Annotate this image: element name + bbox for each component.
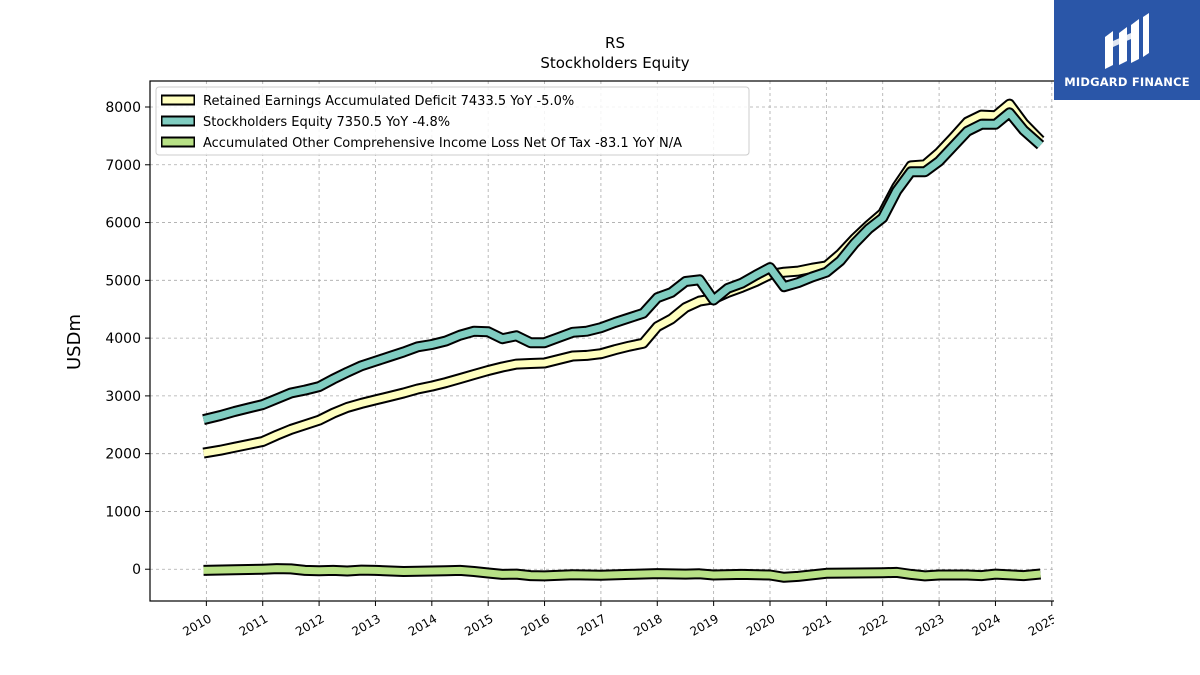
y-tick-label: 5000 [105,273,141,289]
x-tick-label: 2024 [970,611,1003,638]
x-tick-label: 2023 [913,611,946,638]
series-line-0 [202,100,1044,457]
series-line-1 [202,109,1043,424]
x-tick-label: 2022 [857,611,890,638]
plot-frame [149,80,1054,602]
x-axis-ticks: 2010 2011 2012 2013 2014 2015 2016 2017 2018 2019… [180,601,1054,639]
y-tick-label: 1000 [105,504,141,520]
x-tick-label: 2025 [1026,611,1054,638]
series-outline-0 [202,98,1045,459]
x-tick-label: 2014 [406,611,439,638]
x-tick-label: 2021 [800,611,833,638]
series-line-2 [203,565,1041,581]
series-lines [202,98,1045,583]
x-tick-label: 2019 [688,611,721,638]
x-tick-label: 2017 [575,611,608,638]
x-tick-label: 2018 [631,611,664,638]
y-axis-ticks: 0 1000 2000 3000 4000 5000 6000 7000 8000 [105,100,150,578]
legend-label-2: Accumulated Other Comprehensive Income L… [203,136,682,151]
legend-label-0: Retained Earnings Accumulated Deficit 74… [203,94,574,109]
grid-lines [150,81,1054,601]
midgard-finance-logo: MIDGARD FINANCE [1054,0,1200,100]
y-tick-label: 4000 [105,331,141,347]
y-tick-label: 8000 [105,100,141,116]
brand-name: MIDGARD FINANCE [1064,75,1190,89]
legend: Retained Earnings Accumulated Deficit 74… [155,86,750,156]
chart-title: RS [605,34,625,52]
x-tick-label: 2013 [350,611,383,638]
x-tick-label: 2016 [519,611,552,638]
brand-mark-icon [1105,13,1149,69]
legend-label-1: Stockholders Equity 7350.5 YoY -4.8% [203,115,450,130]
x-tick-label: 2015 [462,611,495,638]
x-tick-label: 2011 [237,611,270,638]
y-tick-label: 2000 [105,447,141,463]
stockholders-equity-chart: RS Stockholders Equity USDm 0 1000 2000 300… [64,34,1054,639]
x-tick-label: 2020 [744,611,777,638]
legend-box [155,86,750,156]
x-tick-label: 2010 [180,611,213,638]
series-outline-1 [202,107,1045,425]
y-axis-label: USDm [64,314,85,370]
y-tick-label: 6000 [105,216,141,232]
y-tick-label: 3000 [105,389,141,405]
y-tick-label: 7000 [105,158,141,174]
chart-subtitle: Stockholders Equity [540,54,689,72]
x-tick-label: 2012 [293,611,326,638]
y-tick-label: 0 [132,562,141,578]
